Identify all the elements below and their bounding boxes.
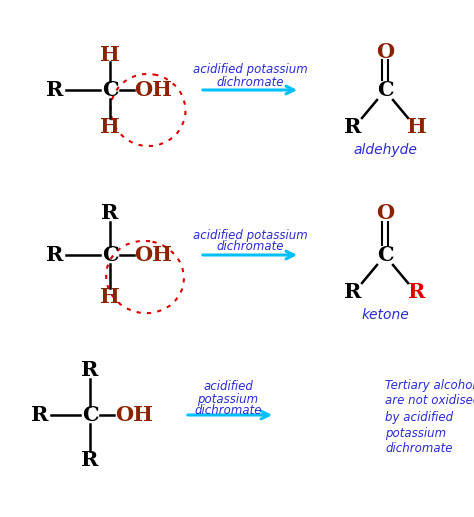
Text: dichromate: dichromate (216, 75, 284, 88)
Text: O: O (376, 203, 394, 223)
Text: C: C (377, 80, 393, 100)
Text: R: R (408, 282, 426, 302)
Text: OH: OH (134, 245, 172, 265)
Text: potassium: potassium (198, 392, 258, 405)
Text: aldehyde: aldehyde (353, 143, 417, 157)
Text: R: R (82, 450, 99, 470)
Text: acidified: acidified (203, 381, 253, 393)
Text: H: H (100, 287, 120, 307)
Text: C: C (102, 245, 118, 265)
Text: dichromate: dichromate (194, 404, 262, 418)
Text: C: C (102, 80, 118, 100)
Text: OH: OH (134, 80, 172, 100)
Text: H: H (100, 45, 120, 65)
Text: R: R (46, 80, 64, 100)
Text: Tertiary alcohols: Tertiary alcohols (385, 378, 474, 391)
Text: ketone: ketone (361, 308, 409, 322)
Text: OH: OH (115, 405, 153, 425)
Text: R: R (101, 203, 118, 223)
Text: R: R (82, 360, 99, 380)
Text: dichromate: dichromate (385, 443, 453, 455)
Text: H: H (100, 117, 120, 137)
Text: potassium: potassium (385, 427, 446, 439)
Text: R: R (344, 282, 362, 302)
Text: acidified potassium: acidified potassium (192, 229, 307, 241)
Text: C: C (82, 405, 98, 425)
Text: C: C (377, 245, 393, 265)
Text: are not oxidised: are not oxidised (385, 394, 474, 407)
Text: H: H (407, 117, 427, 137)
Text: acidified potassium: acidified potassium (192, 64, 307, 77)
Text: R: R (344, 117, 362, 137)
Text: by acidified: by acidified (385, 410, 453, 423)
Text: R: R (31, 405, 49, 425)
Text: dichromate: dichromate (216, 240, 284, 253)
Text: R: R (46, 245, 64, 265)
Text: O: O (376, 42, 394, 62)
